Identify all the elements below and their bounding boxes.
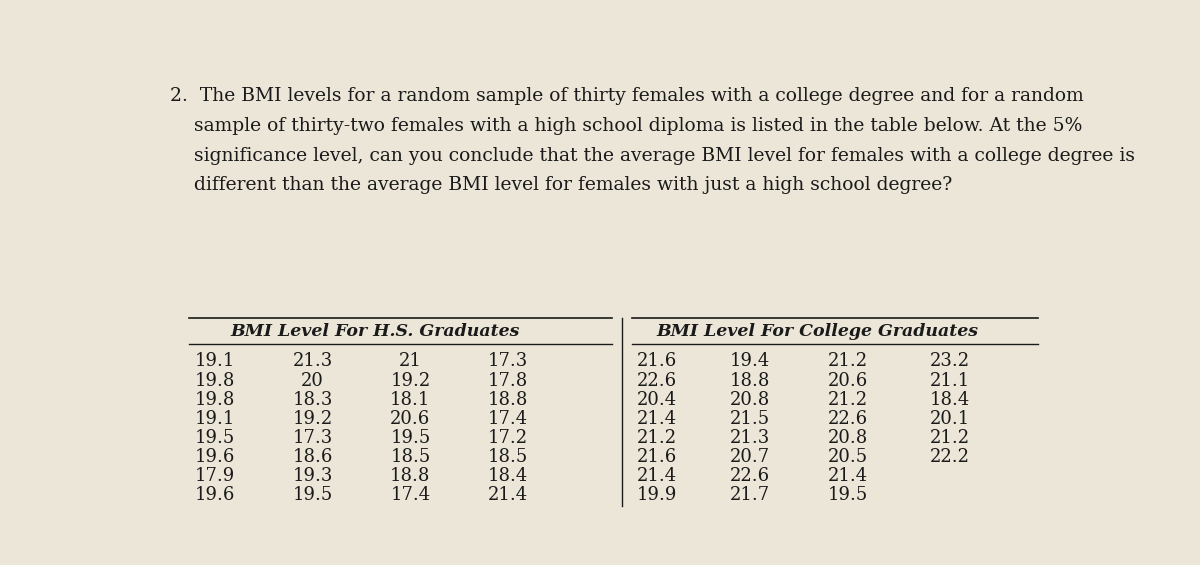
Text: 21.2: 21.2 <box>828 353 868 371</box>
Text: 21.4: 21.4 <box>828 467 868 485</box>
Text: 21.7: 21.7 <box>730 486 770 505</box>
Text: 18.5: 18.5 <box>488 448 528 466</box>
Text: 18.8: 18.8 <box>730 372 770 390</box>
Text: 18.1: 18.1 <box>390 391 431 408</box>
Text: 23.2: 23.2 <box>930 353 970 371</box>
Text: 19.6: 19.6 <box>194 486 235 505</box>
Text: 21: 21 <box>398 353 422 371</box>
Text: 17.3: 17.3 <box>293 429 332 447</box>
Text: 19.1: 19.1 <box>194 410 235 428</box>
Text: 19.6: 19.6 <box>194 448 235 466</box>
Text: 17.4: 17.4 <box>390 486 431 505</box>
Text: 17.2: 17.2 <box>488 429 528 447</box>
Text: 17.8: 17.8 <box>488 372 528 390</box>
Text: 19.8: 19.8 <box>194 372 235 390</box>
Text: 21.2: 21.2 <box>637 429 677 447</box>
Text: 19.5: 19.5 <box>827 486 868 505</box>
Text: 20.7: 20.7 <box>730 448 770 466</box>
Text: 2.  The BMI levels for a random sample of thirty females with a college degree a: 2. The BMI levels for a random sample of… <box>170 88 1085 106</box>
Text: 19.5: 19.5 <box>390 429 431 447</box>
Text: 18.5: 18.5 <box>390 448 431 466</box>
Text: 20.4: 20.4 <box>637 391 677 408</box>
Text: 22.2: 22.2 <box>930 448 970 466</box>
Text: 21.3: 21.3 <box>293 353 332 371</box>
Text: 18.4: 18.4 <box>488 467 528 485</box>
Text: 18.3: 18.3 <box>293 391 332 408</box>
Text: 22.6: 22.6 <box>730 467 770 485</box>
Text: 19.9: 19.9 <box>637 486 677 505</box>
Text: 21.6: 21.6 <box>637 448 677 466</box>
Text: 21.4: 21.4 <box>637 410 677 428</box>
Text: 21.1: 21.1 <box>930 372 970 390</box>
Text: 19.8: 19.8 <box>194 391 235 408</box>
Text: 21.3: 21.3 <box>730 429 770 447</box>
Text: 22.6: 22.6 <box>828 410 868 428</box>
Text: 21.2: 21.2 <box>930 429 970 447</box>
Text: 17.4: 17.4 <box>488 410 528 428</box>
Text: 20.8: 20.8 <box>827 429 868 447</box>
Text: 18.8: 18.8 <box>488 391 528 408</box>
Text: BMI Level For College Graduates: BMI Level For College Graduates <box>656 323 978 340</box>
Text: 19.4: 19.4 <box>730 353 770 371</box>
Text: 20: 20 <box>301 372 324 390</box>
Text: 19.2: 19.2 <box>293 410 332 428</box>
Text: 20.6: 20.6 <box>390 410 431 428</box>
Text: 21.4: 21.4 <box>488 486 528 505</box>
Text: 20.5: 20.5 <box>828 448 868 466</box>
Text: 20.8: 20.8 <box>730 391 770 408</box>
Text: 18.8: 18.8 <box>390 467 431 485</box>
Text: 17.9: 17.9 <box>194 467 235 485</box>
Text: 20.6: 20.6 <box>827 372 868 390</box>
Text: BMI Level For H.S. Graduates: BMI Level For H.S. Graduates <box>230 323 521 340</box>
Text: different than the average BMI level for females with just a high school degree?: different than the average BMI level for… <box>170 176 953 194</box>
Text: sample of thirty-two females with a high school diploma is listed in the table b: sample of thirty-two females with a high… <box>170 117 1082 135</box>
Text: 19.2: 19.2 <box>390 372 431 390</box>
Text: 19.1: 19.1 <box>194 353 235 371</box>
Text: 18.6: 18.6 <box>293 448 332 466</box>
Text: 18.4: 18.4 <box>930 391 970 408</box>
Text: 19.5: 19.5 <box>293 486 332 505</box>
Text: 20.1: 20.1 <box>930 410 970 428</box>
Text: 21.5: 21.5 <box>730 410 770 428</box>
Text: 21.4: 21.4 <box>637 467 677 485</box>
Text: 21.6: 21.6 <box>637 353 677 371</box>
Text: 19.3: 19.3 <box>293 467 332 485</box>
Text: significance level, can you conclude that the average BMI level for females with: significance level, can you conclude tha… <box>170 146 1135 164</box>
Text: 17.3: 17.3 <box>488 353 528 371</box>
Text: 21.2: 21.2 <box>828 391 868 408</box>
Text: 19.5: 19.5 <box>194 429 235 447</box>
Text: 22.6: 22.6 <box>637 372 677 390</box>
